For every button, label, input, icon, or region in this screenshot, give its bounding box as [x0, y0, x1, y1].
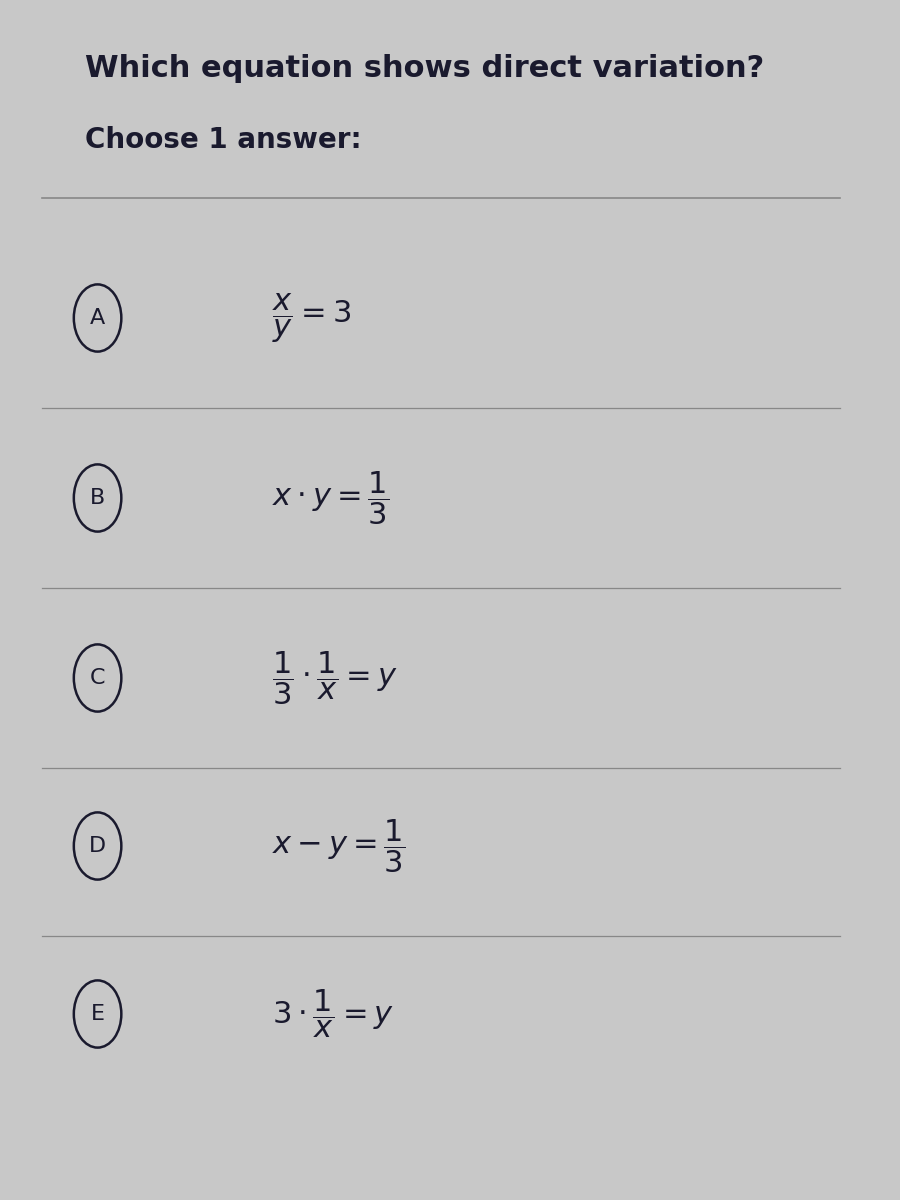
Text: $\dfrac{x}{y} = 3$: $\dfrac{x}{y} = 3$ — [272, 292, 351, 344]
Text: B: B — [90, 488, 105, 508]
Text: $x \cdot y = \dfrac{1}{3}$: $x \cdot y = \dfrac{1}{3}$ — [272, 469, 389, 527]
Text: D: D — [89, 836, 106, 856]
Text: $3 \cdot \dfrac{1}{x} = y$: $3 \cdot \dfrac{1}{x} = y$ — [272, 988, 393, 1040]
Text: Choose 1 answer:: Choose 1 answer: — [85, 126, 362, 154]
Text: E: E — [91, 1004, 104, 1024]
Text: A: A — [90, 308, 105, 328]
Text: Which equation shows direct variation?: Which equation shows direct variation? — [85, 54, 764, 83]
Text: $x - y = \dfrac{1}{3}$: $x - y = \dfrac{1}{3}$ — [272, 817, 405, 875]
Text: C: C — [90, 668, 105, 688]
Text: $\dfrac{1}{3} \cdot \dfrac{1}{x} = y$: $\dfrac{1}{3} \cdot \dfrac{1}{x} = y$ — [272, 649, 398, 707]
